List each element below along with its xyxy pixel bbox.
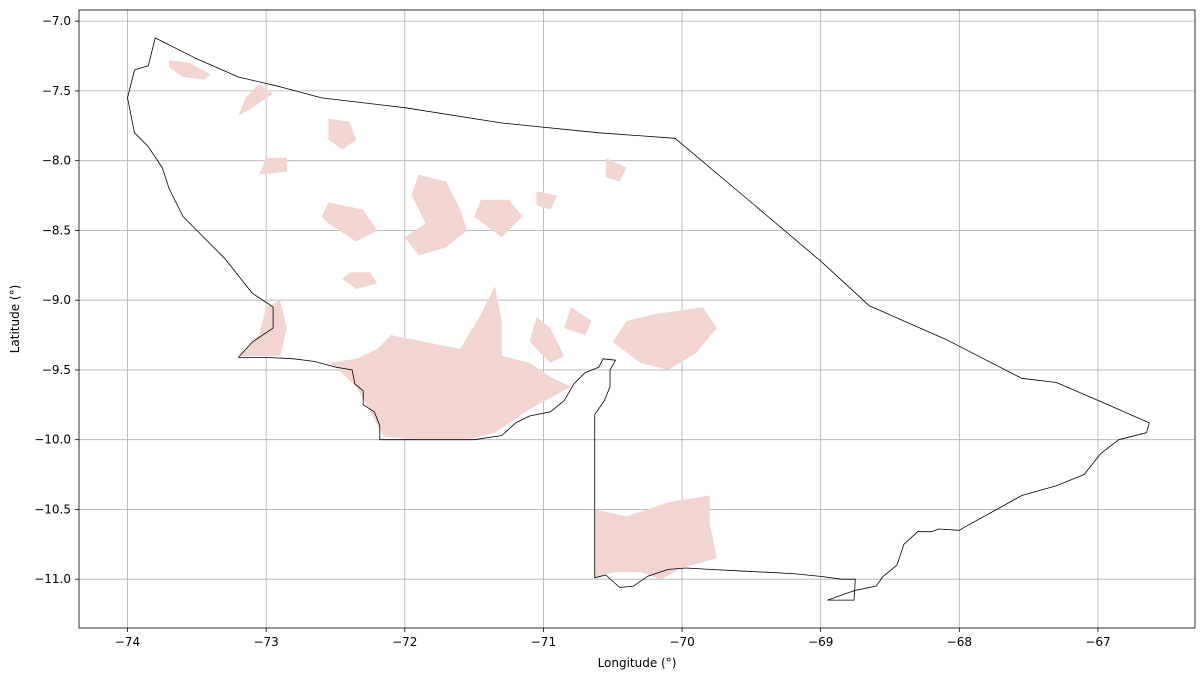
y-tick-label: −9.5 [42,363,71,377]
y-tick-label: −9.0 [42,293,71,307]
x-tick-label: −72 [392,635,417,649]
region-boundary [127,37,1150,601]
shaded-area [404,174,468,256]
shaded-area [328,118,357,150]
shaded-area [238,300,287,356]
x-tick-label: −67 [1085,635,1110,649]
x-axis-label: Longitude (°) [598,656,677,670]
shaded-area [564,307,592,335]
y-axis-label: Latitude (°) [8,285,22,354]
shaded-area [238,83,274,116]
x-tick-label: −74 [115,635,140,649]
shaded-area [529,316,565,363]
y-tick-label: −8.5 [42,223,71,237]
y-tick-label: −10.5 [34,502,71,516]
x-tick-label: −70 [669,635,694,649]
plot-frame [78,9,1196,629]
y-tick-label: −7.0 [42,14,71,28]
y-axis-ticks: −7.0 −7.5 −8.0 −8.5 −9.0 −9.5 −10.0 −10.5 −11.0 [34,14,79,586]
shaded-area [605,157,627,182]
shaded-area [342,272,378,289]
shaded-area [321,202,378,242]
x-tick-label: −68 [947,635,972,649]
shaded-areas [169,60,717,580]
x-tick-label: −69 [808,635,833,649]
shaded-area [594,495,717,580]
y-tick-label: −10.0 [34,433,71,447]
shaded-area [474,199,523,238]
y-tick-label: −11.0 [34,572,71,586]
x-tick-label: −71 [531,635,556,649]
shaded-area [169,60,211,80]
shaded-area [612,307,717,370]
shaded-area [536,191,558,210]
y-tick-label: −8.0 [42,154,71,168]
x-axis-ticks: −74 −73 −72 −71 −70 −69 −68 −67 [115,628,1111,649]
y-tick-label: −7.5 [42,84,71,98]
x-tick-label: −73 [253,635,278,649]
shaded-area [259,157,287,175]
grid-lines [79,10,1195,628]
shaded-area [328,286,572,440]
